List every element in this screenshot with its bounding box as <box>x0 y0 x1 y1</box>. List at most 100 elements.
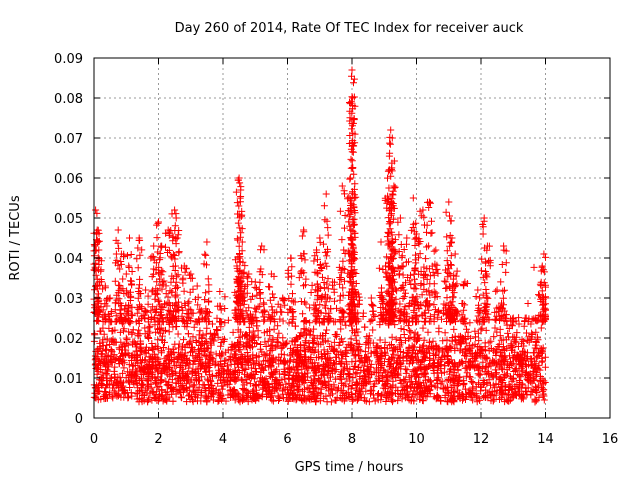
data-point <box>326 361 334 369</box>
data-point <box>443 247 451 255</box>
data-point <box>184 376 192 384</box>
data-point <box>135 284 143 292</box>
data-point <box>133 255 141 263</box>
data-point <box>340 246 348 254</box>
data-point <box>447 252 455 260</box>
data-point <box>320 240 327 248</box>
data-point <box>330 285 338 293</box>
data-point <box>331 367 339 375</box>
data-point <box>119 275 127 283</box>
data-point <box>350 93 358 101</box>
data-point <box>201 296 209 304</box>
data-point <box>398 284 406 291</box>
data-point <box>389 383 397 391</box>
data-point <box>426 291 434 299</box>
data-point <box>420 336 428 344</box>
data-point <box>434 359 442 367</box>
data-point <box>264 337 272 345</box>
data-point <box>341 265 349 273</box>
data-point <box>125 361 133 369</box>
data-point <box>137 357 145 365</box>
data-point <box>327 373 334 381</box>
data-point <box>157 324 165 332</box>
data-point <box>385 355 393 363</box>
data-point <box>530 263 538 271</box>
data-point <box>231 386 239 394</box>
data-point <box>110 387 118 395</box>
data-point <box>396 376 404 384</box>
data-point <box>171 340 179 348</box>
data-point <box>158 391 166 399</box>
data-point <box>462 372 470 380</box>
data-point <box>218 385 226 393</box>
data-point <box>154 325 161 333</box>
data-point <box>165 378 173 386</box>
data-point <box>234 267 242 275</box>
data-point <box>437 380 445 388</box>
data-point <box>383 233 391 241</box>
data-point <box>189 388 197 396</box>
data-point <box>239 391 247 399</box>
data-point <box>330 383 338 391</box>
data-point <box>238 207 246 215</box>
data-point <box>363 339 371 346</box>
data-point <box>120 327 127 335</box>
data-point <box>414 334 422 342</box>
data-point <box>498 364 506 372</box>
data-point <box>243 311 251 319</box>
data-point <box>216 288 224 295</box>
data-point <box>530 315 538 323</box>
data-point <box>432 289 440 297</box>
data-point <box>391 236 399 244</box>
data-point <box>275 329 283 337</box>
data-point <box>347 341 355 349</box>
data-point <box>289 290 296 298</box>
data-point <box>252 381 260 388</box>
data-point <box>139 392 147 399</box>
data-point <box>361 396 369 404</box>
data-point <box>235 202 243 210</box>
data-point <box>478 324 486 332</box>
data-point <box>168 254 176 262</box>
data-point <box>263 328 271 335</box>
data-point <box>134 294 142 302</box>
data-point <box>113 392 121 400</box>
data-point <box>337 387 345 395</box>
data-point <box>386 225 394 233</box>
data-point <box>476 370 484 378</box>
data-point <box>439 337 447 345</box>
data-point <box>513 329 521 337</box>
data-point <box>91 247 99 255</box>
data-point <box>96 281 104 289</box>
data-point <box>356 387 364 395</box>
data-point <box>388 272 396 280</box>
data-point <box>446 242 454 250</box>
data-point <box>487 337 495 345</box>
data-point <box>302 300 310 308</box>
data-point <box>236 268 244 276</box>
data-point <box>169 323 177 331</box>
data-point <box>472 392 480 400</box>
data-point <box>137 375 145 383</box>
data-point <box>169 345 177 353</box>
data-point <box>150 242 158 250</box>
y-tick-label: 0 <box>75 412 83 427</box>
data-point <box>268 345 276 353</box>
data-point <box>160 277 168 285</box>
data-point <box>148 288 156 296</box>
data-point <box>538 287 546 295</box>
data-point <box>505 397 513 405</box>
y-tick-label: 0.06 <box>54 172 83 187</box>
data-point <box>507 315 515 323</box>
data-point <box>315 376 323 384</box>
data-point <box>388 204 395 212</box>
data-point <box>386 341 394 349</box>
data-point <box>284 273 292 281</box>
data-point <box>496 395 503 403</box>
data-point <box>336 207 344 215</box>
data-point <box>239 360 246 368</box>
data-point <box>172 214 180 222</box>
data-point <box>405 258 412 266</box>
data-point <box>432 350 440 358</box>
data-point <box>119 369 127 377</box>
